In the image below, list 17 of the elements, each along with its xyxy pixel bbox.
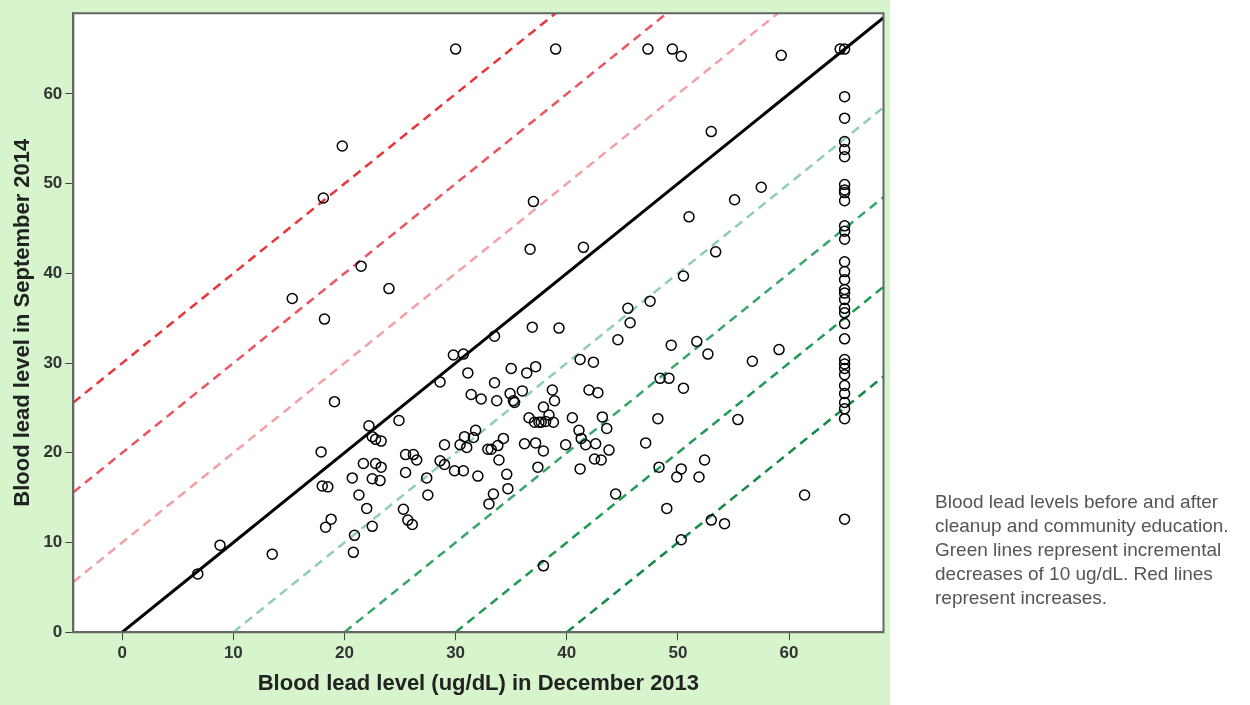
x-tick-label: 40 (557, 643, 577, 663)
y-tick-label: 0 (52, 621, 63, 641)
y-tick-label: 30 (43, 352, 63, 372)
x-tick-label: 30 (446, 643, 466, 663)
y-axis-title: Blood lead level in September 2014 (9, 137, 35, 507)
x-tick-label: 0 (117, 643, 127, 663)
x-tick-label: 60 (779, 643, 799, 663)
x-tick-label: 50 (668, 643, 688, 663)
x-axis-title: Blood lead level (ug/dL) in December 2013 (257, 669, 700, 695)
y-tick-label: 60 (43, 83, 63, 103)
y-tick-label: 10 (43, 532, 63, 552)
y-tick-label: 20 (43, 442, 63, 462)
x-tick-label: 10 (223, 643, 243, 663)
x-tick-label: 20 (335, 643, 354, 663)
text: Blood lead levels before and after cleanup and community education. Green lines represent incremental decreases of 10 ug/dL. Red lines represent increases. (935, 490, 1230, 610)
y-tick-label: 40 (43, 263, 63, 283)
y-tick-label: 50 (43, 173, 63, 193)
